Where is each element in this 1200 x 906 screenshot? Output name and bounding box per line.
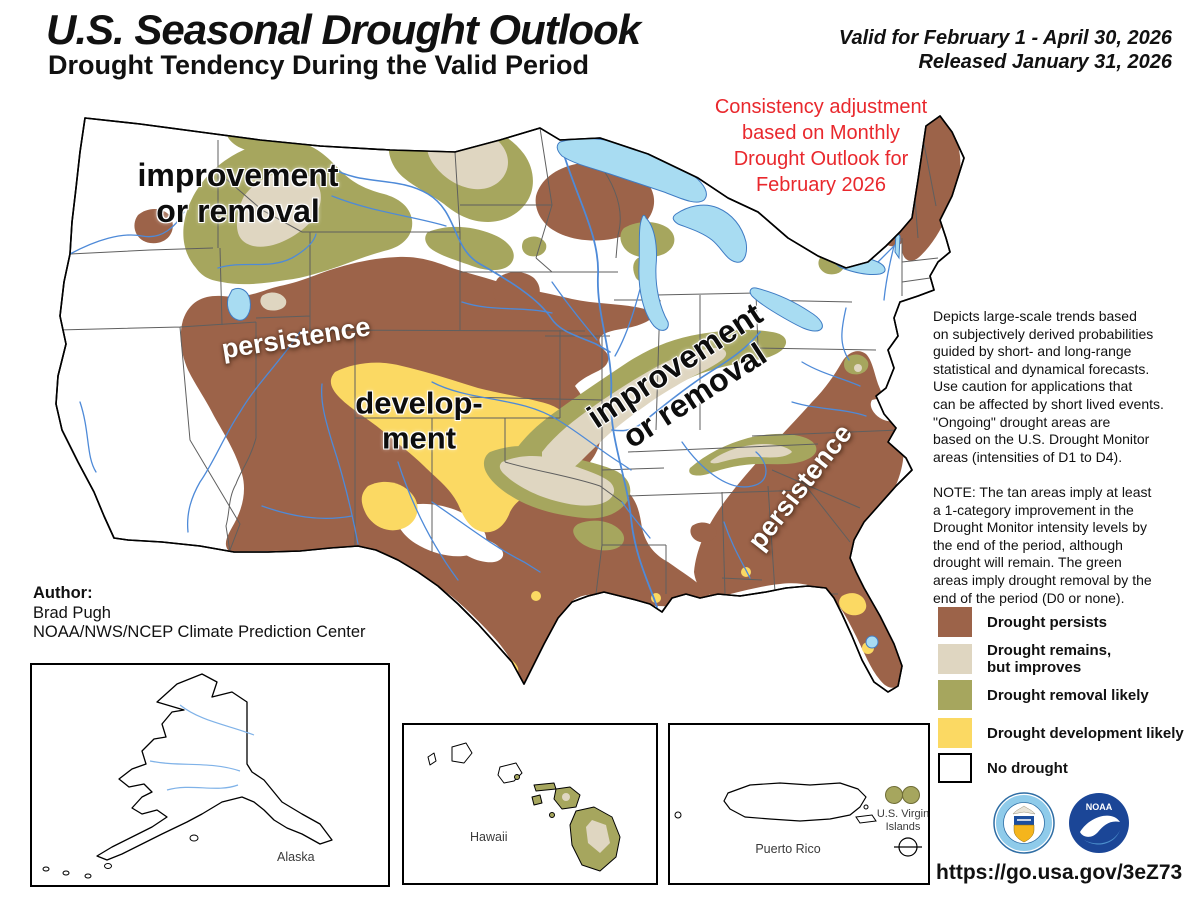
usvi-label-line2: Islands	[886, 821, 921, 833]
legend-label-development: Drought development likely	[987, 724, 1184, 742]
vieques-island	[855, 814, 877, 824]
legend: Drought persists Drought remains, but im…	[938, 604, 1200, 796]
department-of-commerce-seal	[993, 792, 1055, 854]
legend-item-improves: Drought remains, but improves	[938, 642, 1111, 676]
great-lakes	[227, 122, 901, 649]
legend-label-removal: Drought removal likely	[987, 686, 1149, 704]
legend-item-no-drought: No drought	[938, 753, 1068, 783]
noaa-logo: NOAA	[1069, 793, 1129, 853]
hawaii-islands	[427, 742, 621, 872]
legend-item-development: Drought development likely	[938, 718, 1184, 748]
legend-swatch-no-drought	[938, 753, 972, 783]
legend-swatch-improves	[938, 644, 972, 674]
alaska-rivers	[149, 704, 255, 791]
hawaii-map: Hawaii	[427, 742, 621, 872]
culebra-island	[863, 804, 869, 810]
puerto-rico-label: Puerto Rico	[755, 842, 820, 856]
legend-item-persists: Drought persists	[938, 607, 1107, 637]
alaska-outline	[96, 673, 333, 861]
release-date-text: Released January 31, 2026	[918, 51, 1172, 73]
conus-coastline	[55, 115, 965, 693]
valid-period-block: Valid for February 1 - April 30, 2026 Re…	[839, 26, 1172, 74]
noaa-bird-icon	[1080, 815, 1120, 837]
noaa-logo-text: NOAA	[1086, 802, 1113, 812]
page-subtitle: Drought Tendency During the Valid Period	[48, 50, 590, 80]
doc-eagle-icon	[1012, 805, 1036, 815]
legend-swatch-development	[938, 718, 972, 748]
puerto-rico-outline	[723, 782, 867, 822]
author-block: Author: Brad Pugh NOAA/NWS/NCEP Climate …	[33, 584, 366, 643]
mona-island	[674, 811, 682, 819]
legend-label-improves: Drought remains, but improves	[987, 642, 1112, 676]
legend-item-removal: Drought removal likely	[938, 680, 1149, 710]
rivers	[69, 147, 901, 608]
hawaii-label: Hawaii	[470, 830, 508, 844]
consistency-note: Consistency adjustment based on Monthly …	[714, 96, 928, 196]
alaska-label: Alaska	[277, 850, 315, 864]
puerto-rico-map: U.S. Virgin Islands Puerto Rico	[674, 782, 929, 857]
author-heading: Author:	[33, 584, 93, 602]
hawaii-inset: Hawaii	[402, 723, 658, 885]
author-org: NOAA/NWS/NCEP Climate Prediction Center	[33, 623, 366, 641]
alaska-inset: Alaska	[30, 663, 390, 887]
author-name: Brad Pugh	[33, 603, 111, 622]
state-borders	[57, 127, 939, 595]
note-text: NOTE: The tan areas imply at least a 1-c…	[933, 484, 1152, 606]
footer-url: https://go.usa.gov/3eZ73	[936, 861, 1183, 884]
legend-label-no-drought: No drought	[987, 759, 1068, 777]
valid-period-text: Valid for February 1 - April 30, 2026	[838, 27, 1172, 49]
usvi-label-line1: U.S. Virgin	[877, 808, 928, 820]
alaska-map: Alaska	[42, 673, 333, 879]
legend-swatch-removal	[938, 680, 972, 710]
drought-improves-regions	[236, 129, 862, 506]
page-title: U.S. Seasonal Drought Outlook	[46, 6, 641, 53]
hurricane-symbol	[894, 837, 922, 857]
aleutian-islands	[42, 834, 199, 879]
puerto-rico-inset: U.S. Virgin Islands Puerto Rico	[668, 723, 930, 885]
usvi-markers	[885, 786, 920, 804]
description-text: Depicts large-scale trends based on subj…	[933, 308, 1164, 465]
legend-label-persists: Drought persists	[987, 613, 1108, 631]
legend-swatch-persists	[938, 607, 972, 637]
